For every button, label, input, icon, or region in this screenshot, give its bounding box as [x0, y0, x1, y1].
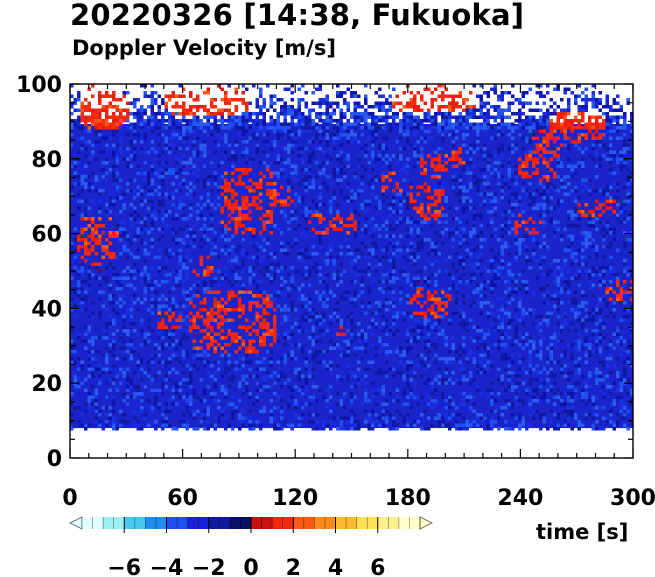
colorbar: −6 −4 −2 0 2 4 6	[69, 516, 433, 577]
colorbar-tick-label: −2	[192, 556, 226, 577]
y-tick-label: 0	[47, 447, 62, 472]
colorbar-tick-label: 4	[328, 556, 343, 577]
colorbar-tick-label: −4	[150, 556, 184, 577]
x-tick-label: 300	[610, 486, 655, 511]
chart-subtitle: Doppler Velocity [m/s]	[72, 36, 336, 60]
y-tick-label: 100	[16, 73, 62, 98]
colorbar-tick-label: 6	[370, 556, 385, 577]
colorbar-arrow-left	[69, 516, 83, 530]
y-tick-label: 20	[31, 372, 62, 397]
x-tick-label: 240	[497, 486, 543, 511]
y-tick-label: 40	[31, 297, 62, 322]
colorbar-arrow-right	[419, 516, 433, 530]
x-tick-label: 120	[272, 486, 318, 511]
colorbar-tick-label: 2	[286, 556, 301, 577]
x-axis-label: time [s]	[536, 520, 629, 544]
heatmap-layer	[70, 84, 634, 431]
y-tick-label: 80	[31, 148, 62, 173]
x-tick-label: 180	[385, 486, 431, 511]
chart-title: 20220326 [14:38, Fukuoka]	[70, 0, 525, 32]
x-tick-label: 60	[167, 486, 198, 511]
axes-layer: 0 20 40 60 80 100 0 60 120 180 240 300	[16, 73, 655, 511]
y-tick-label: 60	[31, 223, 62, 248]
colorbar-tick-label: −6	[107, 556, 141, 577]
x-tick-label: 0	[62, 486, 77, 511]
colorbar-tick-label: 0	[243, 556, 258, 577]
